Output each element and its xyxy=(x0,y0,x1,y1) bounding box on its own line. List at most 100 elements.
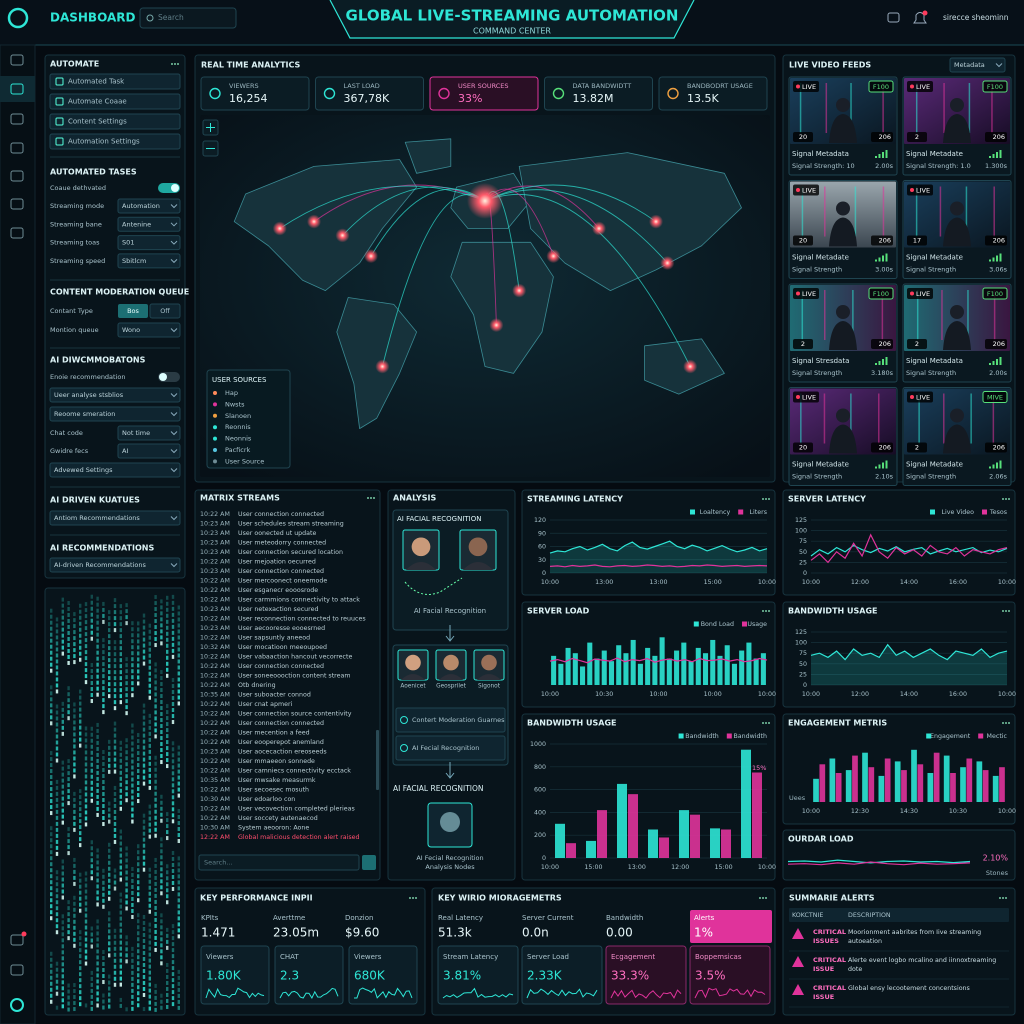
user-name[interactable]: sirecce sheominn xyxy=(943,13,1009,22)
label: LIVE xyxy=(916,290,930,298)
count-chip xyxy=(871,442,893,453)
matrix-glyph xyxy=(61,621,64,626)
label[interactable]: Content Settings xyxy=(68,118,127,126)
sidebar-icon[interactable] xyxy=(10,54,24,66)
matrix-glyph xyxy=(84,680,88,685)
matrix-glyph xyxy=(148,719,151,724)
matrix-glyph xyxy=(160,736,163,741)
matrix-glyph xyxy=(84,668,88,673)
chat-icon[interactable] xyxy=(887,12,900,23)
matrix-glyph xyxy=(160,694,163,699)
label[interactable]: Sbitlcm xyxy=(122,257,146,265)
label[interactable]: Automated Task xyxy=(68,78,125,86)
matrix-glyph xyxy=(84,931,88,936)
label[interactable]: AI-driven Recommendations xyxy=(54,561,146,569)
select[interactable] xyxy=(49,462,181,478)
select[interactable] xyxy=(49,510,181,526)
button[interactable] xyxy=(49,73,181,90)
label[interactable]: Reoome smeration xyxy=(54,410,115,418)
label[interactable]: Not time xyxy=(122,429,150,437)
bar xyxy=(597,810,607,858)
sidebar-icon[interactable] xyxy=(10,113,24,125)
matrix-glyph xyxy=(160,794,163,799)
face xyxy=(411,537,431,557)
select[interactable] xyxy=(49,557,181,573)
select[interactable] xyxy=(117,216,181,232)
select[interactable] xyxy=(49,406,181,422)
label[interactable]: Wono xyxy=(122,326,140,334)
sidebar-icon[interactable] xyxy=(10,964,24,976)
title-frame xyxy=(329,0,695,39)
matrix-glyph xyxy=(177,809,180,814)
matrix-glyph xyxy=(166,649,169,654)
sidebar-icon[interactable] xyxy=(10,170,24,182)
neon-light xyxy=(825,83,828,133)
matrix-glyph xyxy=(73,762,76,767)
sidebar-icon[interactable] xyxy=(10,83,24,95)
matrix-glyph xyxy=(113,946,117,951)
label: 10:22 AM xyxy=(200,701,230,708)
select[interactable] xyxy=(117,235,181,251)
sidebar-icon[interactable] xyxy=(10,227,24,239)
select[interactable] xyxy=(117,253,181,269)
sidebar-icon[interactable] xyxy=(10,934,24,946)
option-button[interactable] xyxy=(149,303,181,319)
label[interactable]: S01 xyxy=(122,239,134,247)
x-tick-label: 10:00 xyxy=(802,579,820,586)
label[interactable]: Automate Coaae xyxy=(68,98,127,106)
matrix-glyph xyxy=(177,695,180,700)
bar xyxy=(741,749,751,858)
matrix-glyph xyxy=(171,966,175,971)
label[interactable]: AI xyxy=(122,447,128,455)
option-button[interactable] xyxy=(118,304,148,318)
button[interactable] xyxy=(49,133,181,150)
matrix-glyph xyxy=(55,991,59,996)
label[interactable]: Metadata xyxy=(954,61,985,69)
matrix-glyph xyxy=(160,712,163,717)
label[interactable]: Off xyxy=(160,307,170,315)
label: MIVE xyxy=(987,394,1003,402)
select[interactable] xyxy=(117,322,181,338)
label: Streaming mode xyxy=(50,202,104,210)
matrix-glyph xyxy=(113,769,117,774)
stat-icon-box xyxy=(667,87,679,100)
sidebar-icon[interactable] xyxy=(10,142,24,154)
label[interactable]: Bos xyxy=(127,307,139,315)
matrix-glyph xyxy=(96,1003,99,1008)
search-box[interactable] xyxy=(198,854,360,871)
matrix-glyph xyxy=(102,816,105,821)
label[interactable]: Search xyxy=(158,13,184,22)
matrix-glyph xyxy=(108,664,111,669)
label[interactable]: Automation xyxy=(122,202,160,210)
label: 20 xyxy=(799,444,807,452)
label[interactable]: Search... xyxy=(204,859,233,867)
shoulders xyxy=(463,562,493,570)
label[interactable]: Antiom Recommendations xyxy=(54,514,140,522)
select[interactable] xyxy=(117,198,181,214)
button[interactable] xyxy=(49,113,181,130)
select[interactable] xyxy=(949,57,1006,73)
legend-label: Live Video xyxy=(941,509,974,516)
sidebar-icon[interactable] xyxy=(10,198,24,210)
menu-dot xyxy=(768,498,770,500)
label[interactable]: Antenine xyxy=(122,220,151,228)
label[interactable]: Advewed Settings xyxy=(54,466,113,474)
label: User cnat apmeri xyxy=(238,701,293,708)
select[interactable] xyxy=(117,425,181,441)
button[interactable] xyxy=(49,93,181,110)
matrix-glyph xyxy=(55,710,59,715)
matrix-glyph xyxy=(142,715,146,720)
bell-icon[interactable] xyxy=(913,12,927,24)
label[interactable]: Automation Settings xyxy=(68,138,140,146)
matrix-glyph xyxy=(55,746,59,751)
search-box[interactable] xyxy=(139,7,237,29)
select[interactable] xyxy=(49,387,181,403)
select[interactable] xyxy=(117,443,181,459)
matrix-glyph xyxy=(67,704,70,709)
line xyxy=(787,861,971,866)
matrix-glyph xyxy=(73,744,76,749)
send-button[interactable] xyxy=(362,855,376,870)
x-tick-label: 10:00 xyxy=(704,691,722,698)
matrix-glyph xyxy=(55,623,59,628)
label[interactable]: Ueer analyse stsblios xyxy=(54,391,124,399)
